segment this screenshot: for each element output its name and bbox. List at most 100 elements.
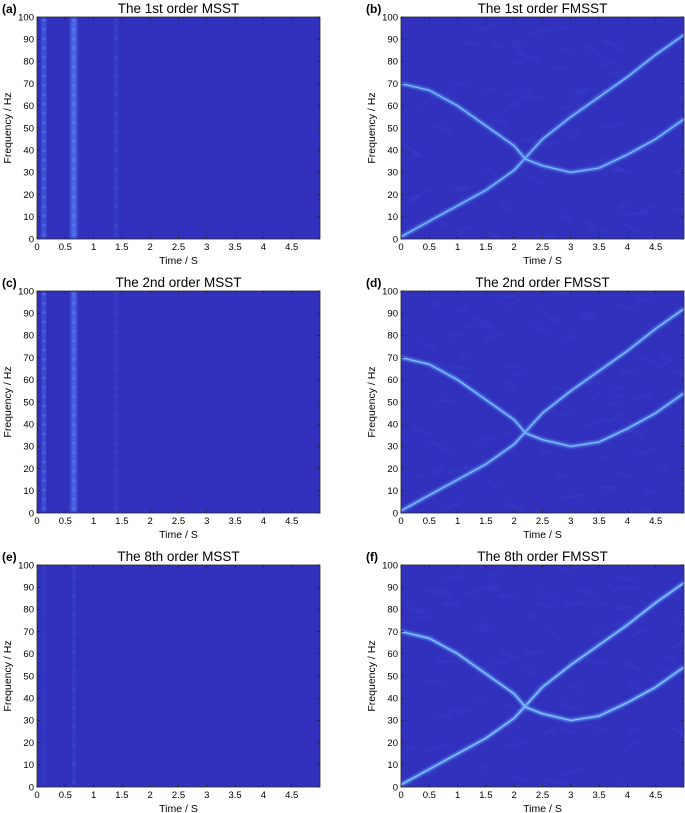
y-tick-label: 100: [382, 286, 398, 297]
y-tick-label: 90: [387, 583, 398, 594]
texture-streak: [663, 655, 678, 664]
texture-streak: [430, 466, 446, 476]
energy-band-2: [115, 17, 118, 239]
texture-streak: [624, 428, 645, 436]
texture-streak: [669, 207, 684, 212]
x-tick-label: 0: [34, 242, 39, 253]
texture-streak: [492, 118, 509, 125]
texture-streak: [501, 430, 511, 436]
texture-streak: [490, 660, 510, 666]
panel-label: (c): [2, 276, 17, 290]
texture-streak: [503, 101, 520, 113]
texture-streak: [528, 612, 539, 619]
texture-streak: [424, 587, 445, 596]
x-tick-label: 1.5: [479, 790, 492, 801]
x-tick-label: 0.5: [423, 516, 436, 527]
x-tick-label: 2.5: [172, 242, 185, 253]
ridge-0: [401, 34, 684, 238]
y-tick-label: 100: [18, 286, 34, 297]
x-tick-label: 0.5: [423, 242, 436, 253]
y-tick-label: 80: [23, 605, 34, 616]
texture-streak: [599, 486, 619, 489]
texture-streak: [505, 87, 521, 97]
panel-e: 0 0.5 1 1.5 2 2.5 3 3.5 4 4.5 0 10 20 30 40 50 60 70 80 90 1…: [2, 549, 321, 813]
texture-streak: [446, 332, 463, 338]
texture-streak: [549, 628, 561, 641]
y-tick-label: 60: [387, 375, 398, 386]
texture-streak: [620, 781, 633, 787]
x-tick-label: 2.5: [536, 516, 549, 527]
y-tick-label: 50: [23, 671, 34, 682]
texture-streak: [512, 41, 522, 46]
background-texture: [403, 565, 684, 787]
y-tick-label: 50: [387, 397, 398, 408]
texture-streak: [627, 726, 640, 735]
x-tick-label: 3.5: [592, 516, 605, 527]
x-tick-label: 4.5: [649, 790, 662, 801]
texture-streak: [618, 369, 635, 375]
texture-streak: [598, 58, 619, 68]
texture-streak: [411, 425, 432, 436]
x-tick-label: 3.5: [592, 242, 605, 253]
panel-label: (e): [2, 550, 17, 564]
y-axis-label: Frequency / Hz: [366, 640, 378, 711]
texture-streak: [550, 238, 552, 239]
texture-streak: [540, 451, 554, 455]
texture-streak: [564, 602, 587, 605]
texture-streak: [464, 325, 474, 328]
texture-streak: [673, 395, 684, 405]
texture-streak: [411, 614, 434, 622]
y-tick-label: 0: [393, 508, 398, 519]
y-tick-label: 30: [23, 168, 34, 179]
y-tick-label: 30: [387, 716, 398, 727]
x-tick-label: 0.5: [423, 790, 436, 801]
plot-background: [401, 17, 684, 239]
texture-streak: [617, 202, 627, 211]
y-tick-label: 90: [387, 35, 398, 46]
texture-streak: [457, 707, 471, 718]
y-tick-label: 80: [23, 331, 34, 342]
x-tick-label: 3: [568, 516, 573, 527]
texture-streak: [529, 95, 542, 101]
texture-streak: [635, 296, 655, 303]
y-tick-label: 20: [23, 464, 34, 475]
x-tick-label: 0: [398, 516, 403, 527]
plot-background: [37, 565, 320, 787]
y-tick-label: 50: [23, 397, 34, 408]
x-tick-label: 0.5: [59, 516, 72, 527]
texture-streak: [593, 627, 607, 635]
x-axis-label: Time / S: [523, 803, 562, 813]
y-tick-label: 10: [387, 486, 398, 497]
y-tick-label: 10: [387, 760, 398, 771]
x-tick-label: 4.5: [285, 790, 298, 801]
background-texture: [411, 292, 684, 513]
panel-a: 0 0.5 1 1.5 2 2.5 3 3.5 4 4.5 0 10 20 30 40 50 60 70 80 90 1…: [2, 1, 321, 267]
y-axis-label: Frequency / Hz: [366, 366, 378, 437]
texture-streak: [454, 305, 468, 314]
texture-streak: [510, 61, 523, 65]
texture-streak: [477, 765, 487, 773]
y-tick-label: 40: [23, 146, 34, 157]
y-tick-label: 100: [18, 12, 34, 23]
energy-band-1: [71, 291, 76, 513]
y-tick-label: 30: [387, 168, 398, 179]
texture-streak: [638, 126, 652, 135]
texture-streak: [673, 167, 684, 174]
x-tick-label: 1: [455, 790, 460, 801]
texture-streak: [613, 606, 633, 610]
texture-streak: [608, 70, 629, 75]
x-tick-label: 0: [34, 516, 39, 527]
y-tick-label: 20: [387, 464, 398, 475]
x-axis-label: Time / S: [159, 803, 198, 813]
texture-streak: [529, 322, 551, 335]
panel-c: 0 0.5 1 1.5 2 2.5 3 3.5 4 4.5 0 10 20 30 40 50 60 70 80 90 1…: [2, 275, 321, 541]
texture-streak: [538, 142, 558, 146]
y-tick-label: 100: [382, 12, 398, 23]
x-tick-label: 2: [148, 242, 153, 253]
y-tick-label: 100: [382, 560, 398, 571]
texture-streak: [608, 403, 623, 407]
texture-streak: [622, 510, 629, 513]
y-tick-label: 40: [387, 694, 398, 705]
energy-band-0: [42, 565, 45, 787]
plot-content: [41, 291, 119, 513]
